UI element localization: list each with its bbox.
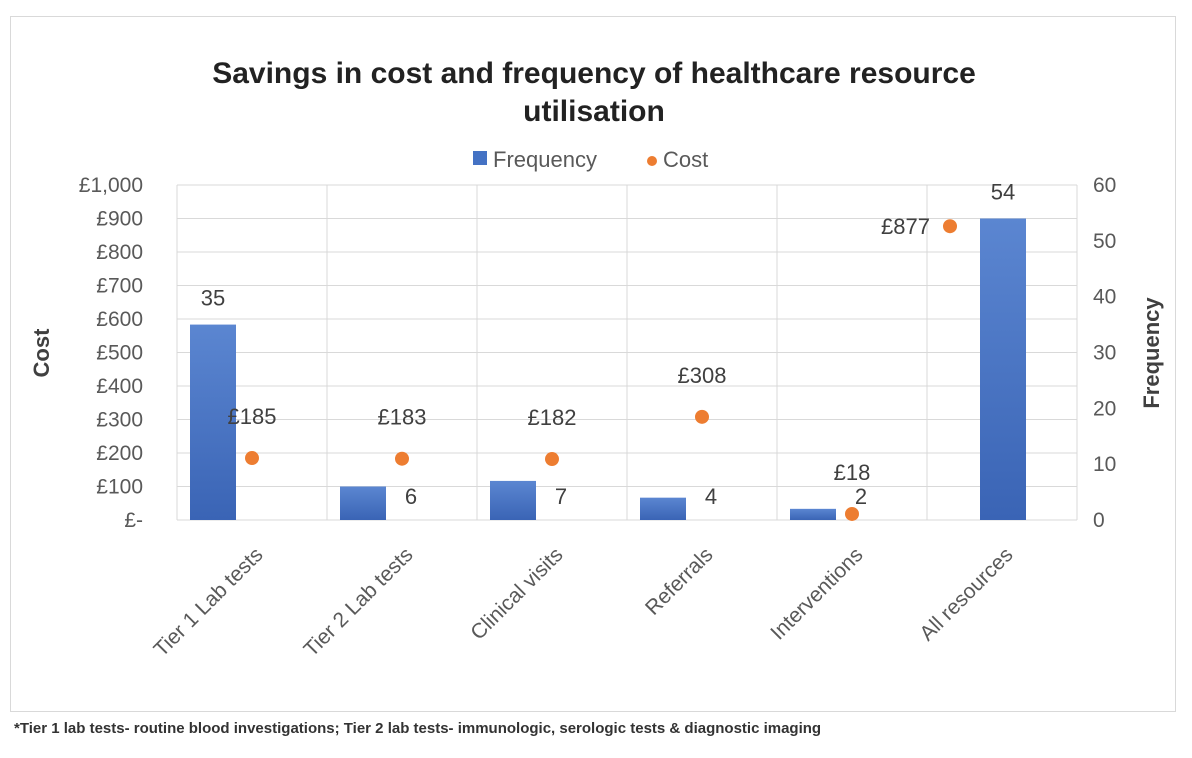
category-label: Referrals (641, 543, 718, 620)
cost-data-label: £308 (678, 363, 727, 388)
right-axis-title: Frequency (1139, 297, 1164, 409)
cost-data-label: £182 (528, 405, 577, 430)
frequency-data-label: 6 (405, 484, 417, 509)
frequency-bar (490, 481, 536, 520)
cost-data-label: £183 (378, 405, 427, 430)
right-axis-tick-label: 60 (1093, 174, 1116, 197)
left-axis-tick-label: £900 (96, 208, 143, 231)
left-axis-tick-label: £200 (96, 442, 143, 465)
cost-point (545, 452, 559, 466)
left-axis-tick-label: £400 (96, 375, 143, 398)
cost-point (395, 452, 409, 466)
footnote: *Tier 1 lab tests- routine blood investi… (14, 720, 821, 737)
legend-frequency-label: Frequency (493, 147, 597, 172)
left-axis-tick-label: £- (124, 509, 143, 532)
frequency-data-label: 2 (855, 484, 867, 509)
cost-data-label: £18 (834, 460, 871, 485)
chart-frame: Savings in cost and frequency of healthc… (10, 16, 1176, 712)
left-axis-tick-label: £1,000 (79, 174, 143, 197)
cost-data-label: £185 (228, 404, 277, 429)
category-label: Tier 2 Lab tests (299, 543, 417, 661)
chart-title-line: Savings in cost and frequency of healthc… (212, 57, 976, 90)
frequency-data-label: 7 (555, 484, 567, 509)
left-axis-tick-label: £800 (96, 241, 143, 264)
left-axis-tick-label: £700 (96, 275, 143, 298)
frequency-bar (790, 509, 836, 520)
cost-point (943, 219, 957, 233)
frequency-bar (640, 498, 686, 520)
frequency-data-label: 54 (991, 180, 1015, 205)
category-label: All resources (915, 543, 1017, 645)
left-axis-tick-label: £500 (96, 342, 143, 365)
right-axis-tick-label: 20 (1093, 397, 1116, 420)
legend-frequency-swatch (473, 151, 487, 165)
left-axis-tick-label: £600 (96, 308, 143, 331)
frequency-bar (340, 487, 386, 521)
cost-point (245, 451, 259, 465)
chart-svg: Savings in cost and frequency of healthc… (11, 17, 1177, 713)
cost-point (695, 410, 709, 424)
left-axis-tick-label: £100 (96, 476, 143, 499)
frequency-data-label: 4 (705, 484, 717, 509)
category-label: Clinical visits (466, 543, 567, 644)
chart-title-line: utilisation (523, 95, 665, 128)
frequency-data-label: 35 (201, 286, 225, 311)
frequency-bar (980, 219, 1026, 521)
right-axis-tick-label: 30 (1093, 342, 1116, 365)
cost-point (845, 507, 859, 521)
right-axis-tick-label: 50 (1093, 230, 1116, 253)
left-axis-title: Cost (29, 328, 54, 378)
legend-cost-marker (647, 156, 657, 166)
category-label: Tier 1 Lab tests (149, 543, 267, 661)
category-label: Interventions (766, 543, 867, 644)
legend-cost-label: Cost (663, 147, 708, 172)
left-axis-tick-label: £300 (96, 409, 143, 432)
right-axis-tick-label: 40 (1093, 286, 1116, 309)
right-axis-tick-label: 0 (1093, 509, 1105, 532)
cost-data-label: £877 (881, 214, 930, 239)
right-axis-tick-label: 10 (1093, 453, 1116, 476)
